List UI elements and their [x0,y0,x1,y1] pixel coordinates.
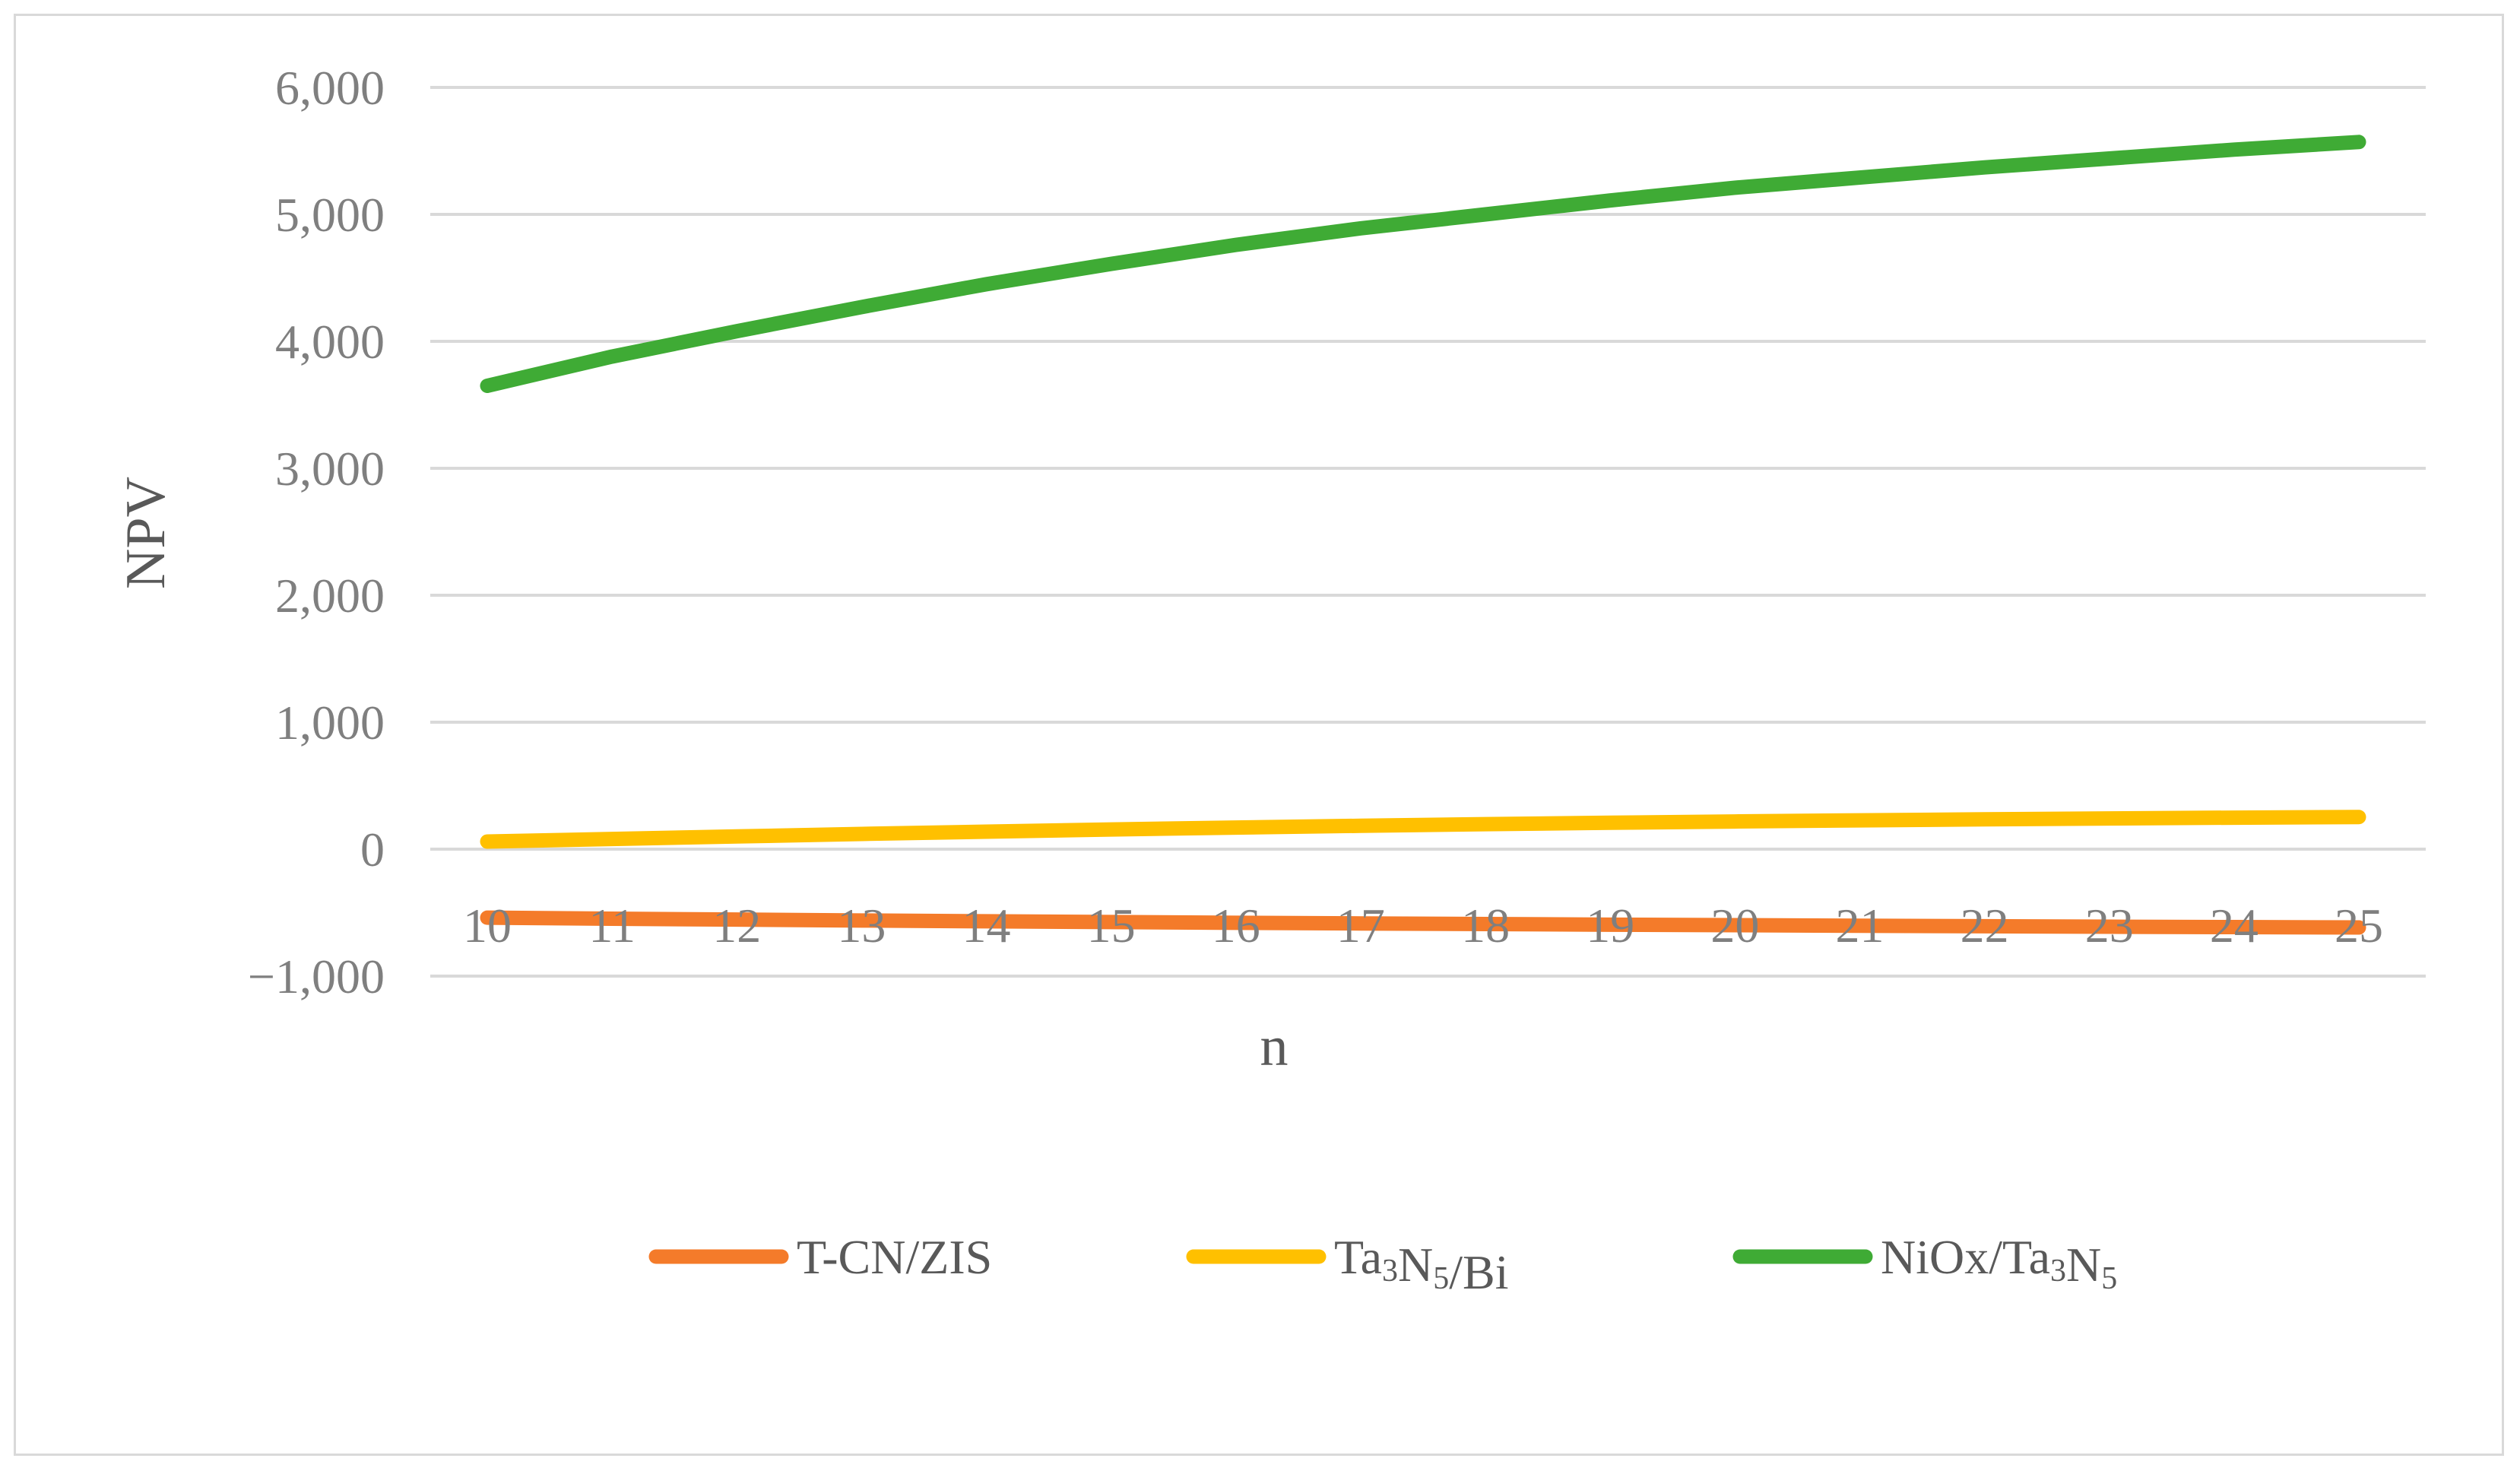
x-tick-label: 23 [2085,899,2134,953]
series-line [480,910,2366,935]
series-line [480,810,2366,849]
y-axis-ticks: −1,000 0 1,000 2,000 3,000 4,000 5,000 6,000 [248,61,385,1003]
legend-item: Ta3N5/Bi [1186,1230,1509,1299]
y-axis-title: NPV [115,477,177,589]
x-tick-label: 24 [2210,899,2258,953]
chart-frame: −1,000 0 1,000 2,000 3,000 4,000 5,000 6,000 10… [14,14,2504,1456]
y-tick-label: 6,000 [275,61,385,115]
gridlines [430,86,2426,978]
y-tick-label: 2,000 [275,569,385,623]
y-tick-label: 1,000 [275,696,385,750]
x-tick-label: 10 [463,899,512,953]
legend-label: Ta3N5/Bi [1334,1230,1509,1299]
x-tick-label: 14 [962,899,1011,953]
x-tick-label: 15 [1087,899,1136,953]
x-tick-label: 21 [1835,899,1884,953]
x-tick-label: 22 [1961,899,2009,953]
x-tick-label: 13 [837,899,886,953]
x-tick-label: 19 [1586,899,1634,953]
legend-label: T-CN/ZIS [797,1230,992,1284]
series-line [480,135,2366,393]
x-tick-label: 17 [1336,899,1385,953]
legend-label: NiOx/Ta3N5 [1881,1230,2117,1296]
y-tick-label: −1,000 [248,949,385,1003]
x-tick-label: 11 [588,899,636,953]
x-tick-label: 25 [2335,899,2383,953]
line-chart: −1,000 0 1,000 2,000 3,000 4,000 5,000 6,000 10… [115,61,2426,1299]
y-tick-label: 4,000 [275,315,385,369]
y-tick-label: 5,000 [275,188,385,242]
x-axis-title: n [1260,1016,1289,1078]
x-tick-label: 18 [1461,899,1510,953]
legend: T-CN/ZIS Ta3N5/Bi NiOx/Ta3N5 [648,1230,2117,1299]
legend-item: NiOx/Ta3N5 [1732,1230,2117,1296]
y-tick-label: 0 [360,823,385,877]
x-tick-label: 20 [1710,899,1759,953]
x-axis-ticks: 10 11 12 13 14 15 16 17 18 19 20 21 22 23 24 25 [463,899,2383,953]
x-tick-label: 12 [712,899,761,953]
series-lines [480,135,2366,935]
x-tick-label: 16 [1212,899,1260,953]
legend-item: T-CN/ZIS [648,1230,992,1284]
y-tick-label: 3,000 [275,442,385,496]
